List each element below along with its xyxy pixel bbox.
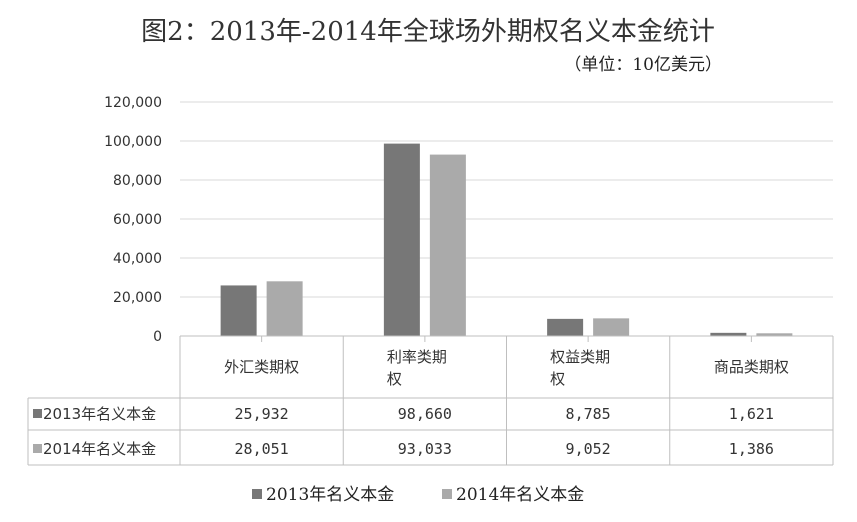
y-tick-label: 40,000 [113,251,162,267]
data-label: 25,932 [235,405,289,423]
data-label: 28,051 [235,440,289,458]
bar-series-1 [220,285,257,336]
data-label: 98,660 [398,405,452,423]
bar-series-2 [266,281,303,336]
legend-key [252,489,262,499]
data-label: 8,785 [566,405,611,423]
y-tick-label: 100,000 [104,134,162,150]
chart-title: 图2：2013年-2014年全球场外期权名义本金统计 [141,17,715,47]
bar-series-2 [756,333,793,336]
data-label: 9,052 [566,440,611,458]
bar-series-1 [710,332,747,336]
row-legend-key [33,409,42,418]
bar-series-1 [383,143,420,336]
legend: 2013年名义本金 2014年名义本金 [252,485,584,505]
legend-label: 2014年名义本金 [456,485,584,505]
y-tick-label: 0 [153,329,162,345]
y-tick-label: 20,000 [113,290,162,306]
bar-series-1 [547,318,584,336]
category-label: 利率类期 [387,348,447,366]
category-label: 权 [550,370,565,388]
legend-key [442,489,452,499]
bar-series-2 [593,318,630,336]
data-label: 1,621 [729,405,774,423]
category-label: 权益类期 [550,348,610,366]
category-label: 外汇类期权 [224,358,299,376]
y-tick-label: 120,000 [104,95,162,111]
row-legend-key [33,444,42,453]
chart-subtitle: （单位：10亿美元） [564,55,722,75]
category-label: 商品类期权 [714,358,789,376]
legend-label: 2013年名义本金 [266,485,394,505]
data-label: 1,386 [729,440,774,458]
data-label: 93,033 [398,440,452,458]
y-tick-label: 80,000 [113,173,162,189]
gridlines [180,101,833,298]
bar-series-2 [429,154,466,336]
y-axis-ticks: 120,000 100,000 80,000 60,000 40,000 20,000 0 [104,95,162,345]
bars [220,143,793,336]
y-tick-label: 60,000 [113,212,162,228]
row-label: 2013年名义本金 [43,405,156,423]
category-label: 权 [387,370,402,388]
row-label: 2014年名义本金 [43,440,156,458]
